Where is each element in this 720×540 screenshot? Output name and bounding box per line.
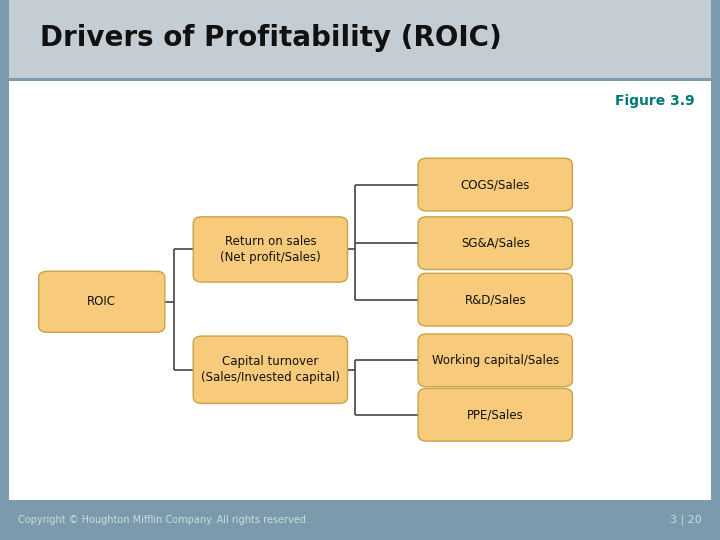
FancyBboxPatch shape: [418, 158, 572, 211]
Text: PPE/Sales: PPE/Sales: [467, 408, 523, 421]
FancyBboxPatch shape: [9, 81, 711, 500]
FancyBboxPatch shape: [418, 388, 572, 441]
Text: ROIC: ROIC: [87, 295, 116, 308]
FancyBboxPatch shape: [418, 217, 572, 269]
FancyBboxPatch shape: [193, 217, 348, 282]
Text: COGS/Sales: COGS/Sales: [461, 178, 530, 191]
Text: R&D/Sales: R&D/Sales: [464, 293, 526, 306]
Text: Drivers of Profitability (ROIC): Drivers of Profitability (ROIC): [40, 24, 501, 52]
FancyBboxPatch shape: [418, 273, 572, 326]
Text: Capital turnover
(Sales/Invested capital): Capital turnover (Sales/Invested capital…: [201, 355, 340, 384]
Text: Figure 3.9: Figure 3.9: [615, 94, 695, 109]
Text: Return on sales
(Net profit/Sales): Return on sales (Net profit/Sales): [220, 235, 321, 264]
FancyBboxPatch shape: [39, 271, 165, 332]
FancyBboxPatch shape: [418, 334, 572, 387]
Text: Working capital/Sales: Working capital/Sales: [432, 354, 559, 367]
FancyBboxPatch shape: [9, 0, 711, 78]
Text: SG&A/Sales: SG&A/Sales: [461, 237, 530, 249]
Text: 3 | 20: 3 | 20: [670, 515, 702, 525]
FancyBboxPatch shape: [193, 336, 348, 403]
Text: Copyright © Houghton Mifflin Company. All rights reserved.: Copyright © Houghton Mifflin Company. Al…: [18, 515, 309, 525]
